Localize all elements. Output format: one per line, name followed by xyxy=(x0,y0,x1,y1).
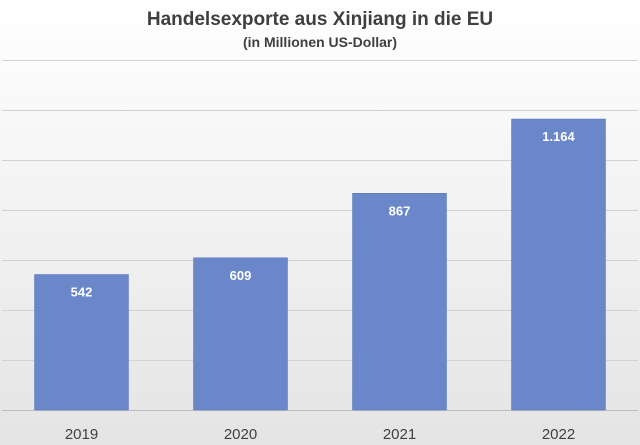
data-label-2022: 1.164 xyxy=(542,129,575,144)
data-labels: 542 609 867 1.164 xyxy=(71,129,576,300)
bar-2021 xyxy=(353,193,447,410)
x-tick-label-2020: 2020 xyxy=(224,426,257,443)
x-tick-label-2019: 2019 xyxy=(65,426,98,443)
x-tick-label-2021: 2021 xyxy=(383,426,416,443)
x-tick-labels: 2019 2020 2021 2022 xyxy=(65,426,575,443)
x-tick-label-2022: 2022 xyxy=(542,426,575,443)
bar-2022 xyxy=(512,119,606,410)
chart-subtitle: (in Millionen US-Dollar) xyxy=(243,34,397,50)
data-label-2020: 609 xyxy=(230,268,252,283)
chart-title: Handelsexporte aus Xinjiang in die EU xyxy=(147,9,493,30)
bars xyxy=(35,119,606,410)
data-label-2019: 542 xyxy=(71,285,93,300)
data-label-2021: 867 xyxy=(389,203,411,218)
